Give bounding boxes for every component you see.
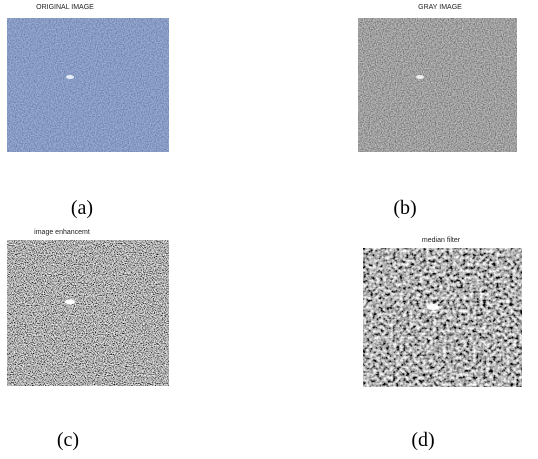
figure: ORIGINAL IMAGE (a) GRAY IMAGE (b) image … (0, 0, 538, 459)
image-spot (66, 75, 74, 79)
panel-title: median filter (422, 237, 461, 244)
panel-title: GRAY IMAGE (418, 4, 462, 11)
caption: (a) (71, 197, 93, 219)
image-spot (427, 304, 439, 310)
caption: (b) (393, 197, 416, 219)
caption: (c) (57, 429, 79, 451)
panel-title: image enhancemt (34, 229, 90, 236)
image (358, 18, 517, 152)
panel-title: ORIGINAL IMAGE (36, 4, 94, 11)
image-spot (416, 75, 424, 79)
image (363, 248, 522, 387)
image (7, 18, 169, 152)
caption: (d) (411, 429, 434, 451)
image (7, 240, 169, 386)
image-spot (65, 300, 75, 305)
